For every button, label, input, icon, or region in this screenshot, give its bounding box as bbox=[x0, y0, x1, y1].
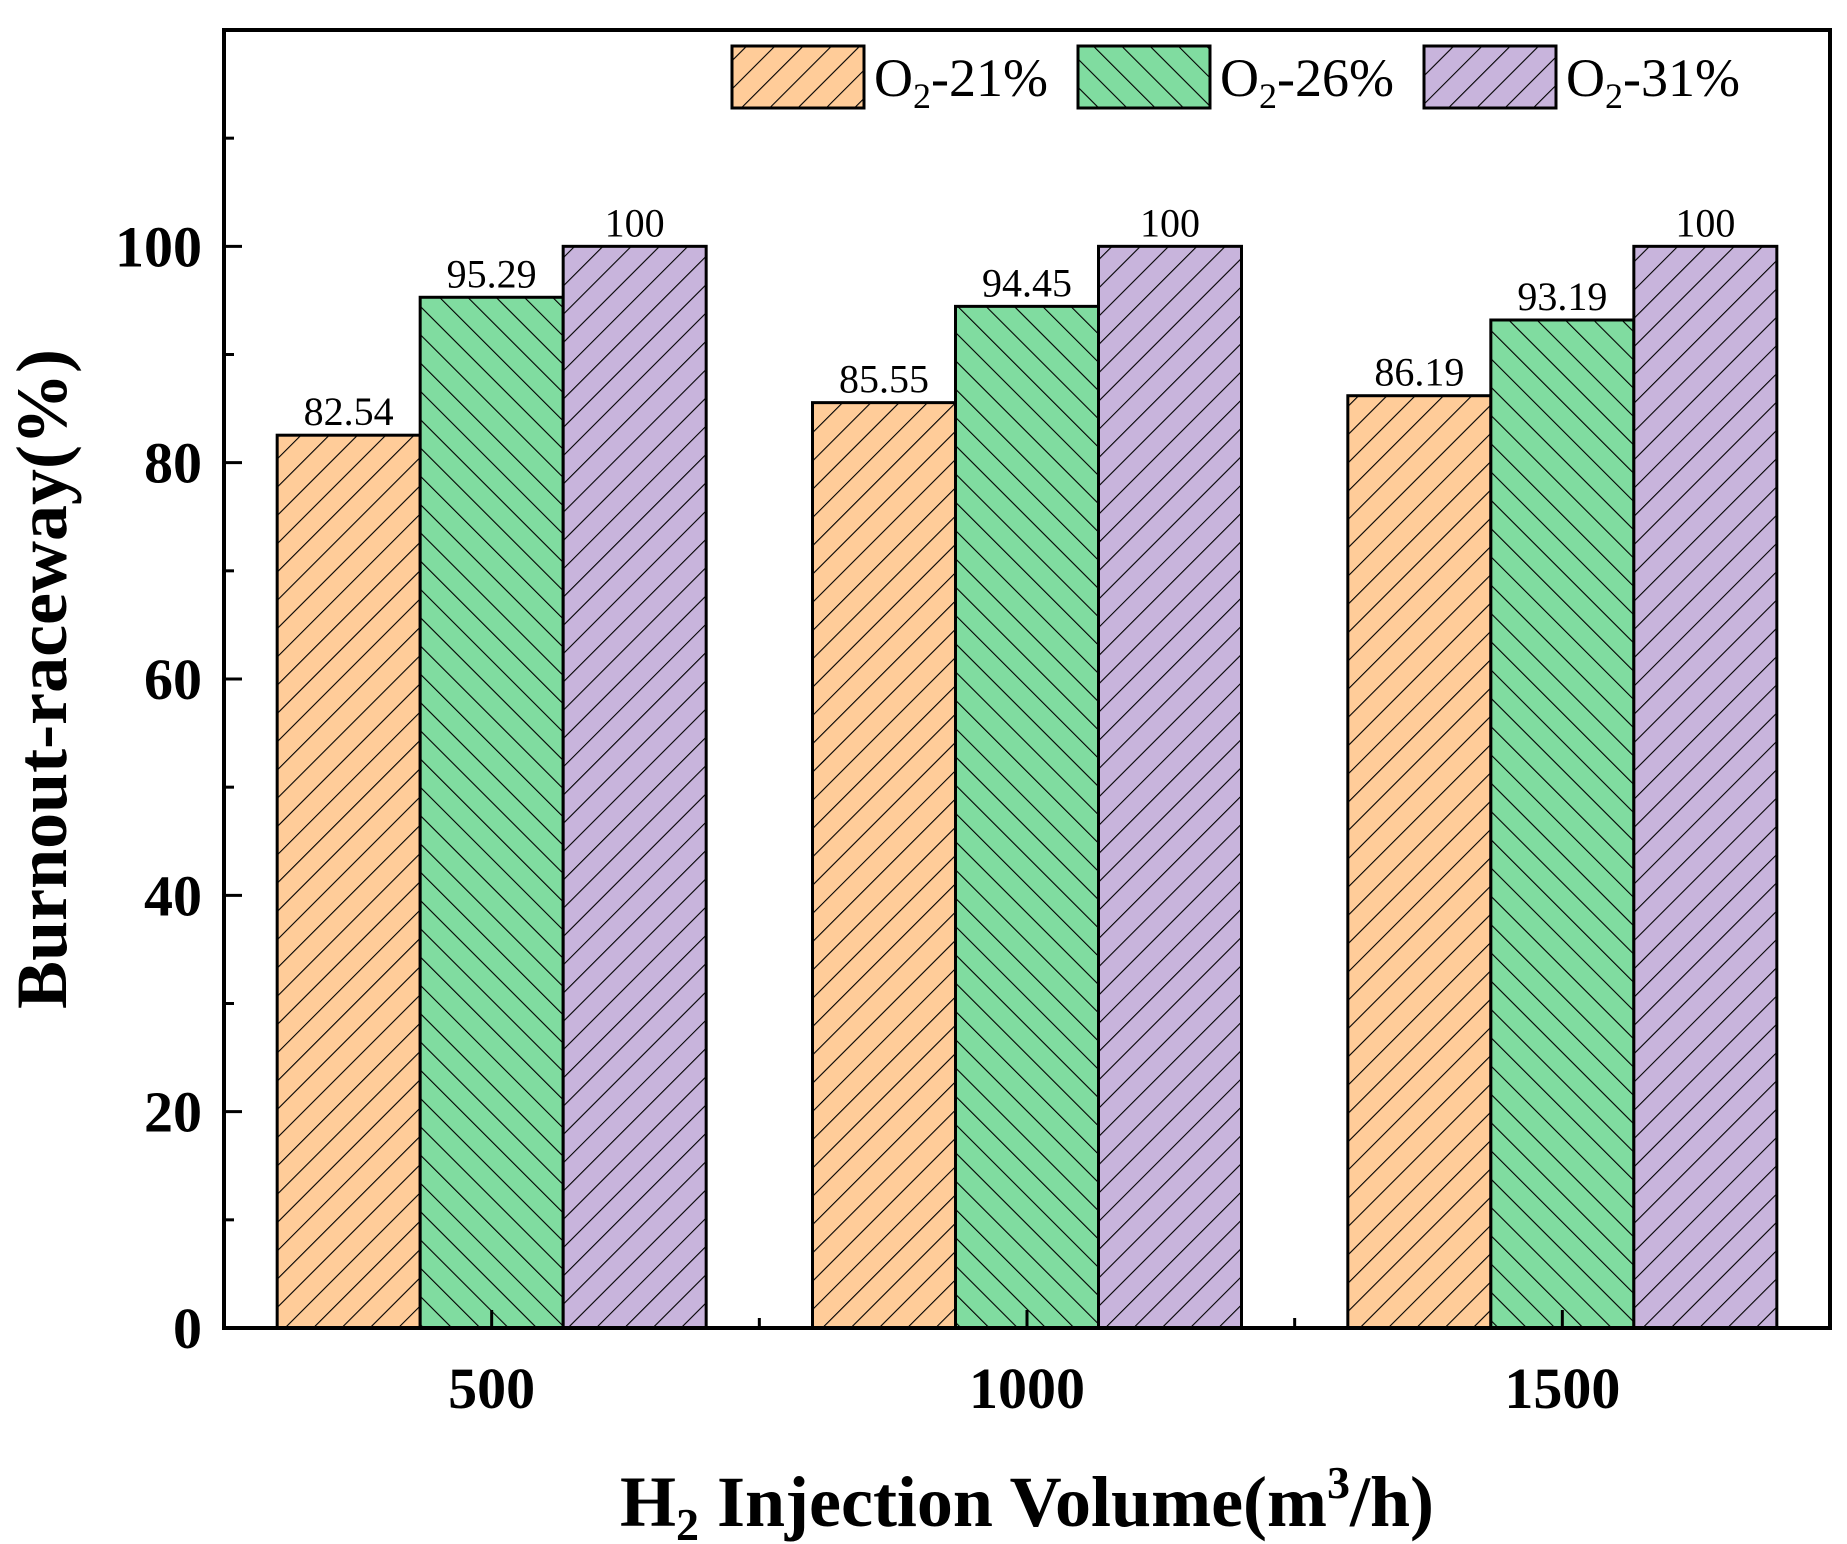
legend-label-base: O bbox=[874, 48, 913, 108]
bar-O2-31%-500 bbox=[561, 244, 708, 1330]
legend-swatch-O2-21% bbox=[730, 44, 866, 110]
data-label-O2-31%-1000: 100 bbox=[1140, 200, 1200, 245]
data-label-O2-26%-1000: 94.45 bbox=[982, 260, 1072, 305]
y-tick-label-20: 20 bbox=[144, 1080, 202, 1145]
x-axis-title-mid: Injection Volume(m bbox=[699, 1462, 1327, 1542]
data-label-O2-21%-1000: 85.55 bbox=[839, 357, 929, 402]
legend-label-rest: -21% bbox=[931, 48, 1048, 108]
bar-O2-26%-1000 bbox=[954, 304, 1100, 1330]
legend-label-base: O bbox=[1566, 48, 1605, 108]
data-label-O2-26%-500: 95.29 bbox=[447, 251, 537, 296]
bar-O2-26%-1500 bbox=[1489, 318, 1636, 1330]
x-axis-title-sup: 3 bbox=[1327, 1457, 1350, 1508]
data-labels-layer: 82.54 85.55 86.19 95.29 94.45 93.19 100 100 100 bbox=[304, 200, 1736, 434]
bar-O2-21%-1500 bbox=[1346, 394, 1493, 1330]
data-label-O2-31%-500: 100 bbox=[605, 200, 665, 245]
legend: O2-21% O2-26% O2-31% bbox=[730, 44, 1740, 116]
x-axis-title-pre: H bbox=[620, 1462, 676, 1542]
legend-item-O2-31%: O2-31% bbox=[1422, 44, 1740, 116]
legend-label-rest: -26% bbox=[1277, 48, 1394, 108]
legend-label-rest: -31% bbox=[1623, 48, 1740, 108]
legend-swatch-O2-26% bbox=[1076, 44, 1212, 110]
x-axis-title: H2 Injection Volume(m3/h) bbox=[620, 1457, 1434, 1544]
legend-label-O2-21%: O2-21% bbox=[874, 48, 1048, 116]
x-axis-title-post: /h) bbox=[1349, 1462, 1434, 1542]
y-tick-label-60: 60 bbox=[144, 647, 202, 712]
legend-item-O2-26%: O2-26% bbox=[1076, 44, 1394, 116]
legend-item-O2-21%: O2-21% bbox=[730, 44, 1048, 116]
y-tick-label-100: 100 bbox=[115, 214, 202, 279]
data-label-O2-31%-1500: 100 bbox=[1675, 200, 1735, 245]
bar-O2-21%-500 bbox=[275, 433, 422, 1330]
legend-label-sub: 2 bbox=[1605, 76, 1623, 116]
legend-label-sub: 2 bbox=[1259, 76, 1277, 116]
y-axis-title: Burnout-raceway(%) bbox=[2, 349, 82, 1009]
bars-layer bbox=[275, 244, 1779, 1330]
bar-O2-21%-1000 bbox=[811, 401, 957, 1330]
x-tick-label-1000: 1000 bbox=[969, 1356, 1085, 1421]
x-axis-title-sub: 2 bbox=[676, 1499, 699, 1544]
legend-label-sub: 2 bbox=[913, 76, 931, 116]
data-label-O2-21%-1500: 86.19 bbox=[1374, 350, 1464, 395]
legend-label-O2-26%: O2-26% bbox=[1220, 48, 1394, 116]
bar-O2-31%-1000 bbox=[1097, 244, 1243, 1330]
x-tick-label-1500: 1500 bbox=[1504, 1356, 1620, 1421]
y-tick-label-0: 0 bbox=[173, 1296, 202, 1361]
bar-O2-26%-500 bbox=[418, 295, 565, 1330]
y-tick-label-80: 80 bbox=[144, 431, 202, 496]
x-tick-label-500: 500 bbox=[448, 1356, 535, 1421]
bar-O2-31%-1500 bbox=[1632, 244, 1779, 1330]
y-tick-label-40: 40 bbox=[144, 863, 202, 928]
legend-swatch-O2-31% bbox=[1422, 44, 1558, 110]
data-label-O2-21%-500: 82.54 bbox=[304, 389, 394, 434]
legend-label-base: O bbox=[1220, 48, 1259, 108]
legend-label-O2-31%: O2-31% bbox=[1566, 48, 1740, 116]
axis-ticks-layer: 0 20 40 60 80 100 500 1000 1500 bbox=[115, 136, 1620, 1421]
data-label-O2-26%-1500: 93.19 bbox=[1517, 274, 1607, 319]
